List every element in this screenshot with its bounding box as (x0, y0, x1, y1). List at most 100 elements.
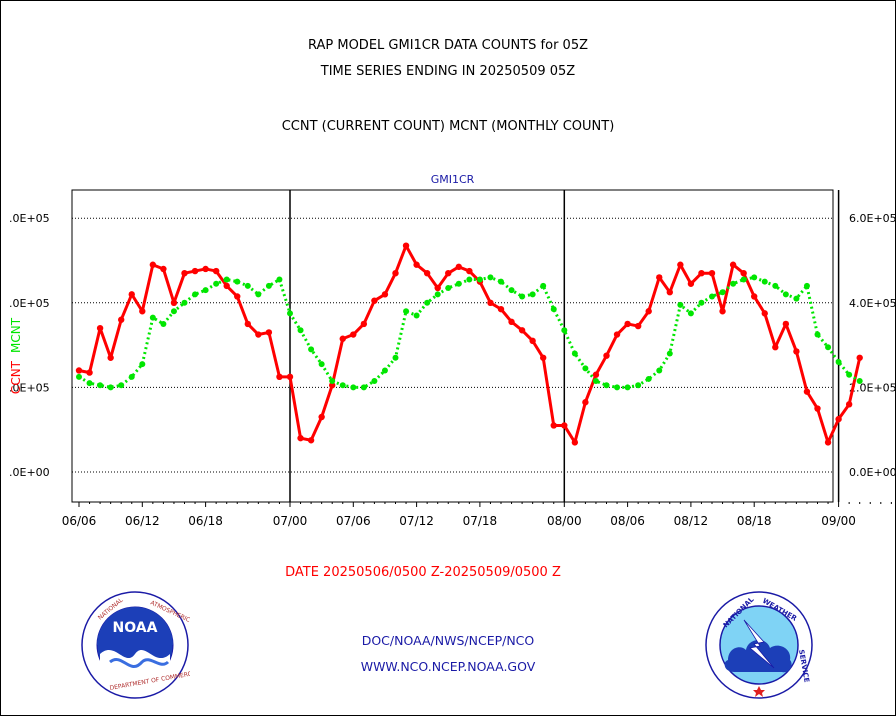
data-point-ccnt (107, 354, 114, 361)
data-point-mcnt (835, 359, 842, 366)
data-point-ccnt (624, 320, 631, 328)
data-point-mcnt (466, 276, 473, 283)
data-point-ccnt (350, 331, 357, 338)
data-point-ccnt (529, 337, 536, 345)
data-point-mcnt (856, 378, 863, 385)
data-point-mcnt (656, 367, 663, 374)
title-line-3: CCNT (CURRENT COUNT) MCNT (MONTHLY COUNT… (281, 119, 615, 134)
data-point-mcnt (666, 350, 673, 357)
data-point-ccnt (782, 320, 790, 328)
data-point-mcnt (455, 280, 462, 287)
x-tick-label: 09/00 (821, 514, 856, 528)
data-point-ccnt (497, 305, 505, 313)
data-point-ccnt (845, 401, 853, 408)
data-point-mcnt (244, 282, 251, 289)
data-point-mcnt (740, 276, 747, 283)
data-point-mcnt (223, 276, 230, 283)
data-point-ccnt (286, 373, 294, 381)
data-point-mcnt (181, 299, 188, 306)
data-point-ccnt (751, 293, 758, 300)
x-tick-label: 07/00 (273, 514, 308, 528)
data-point-ccnt (666, 289, 673, 296)
data-point-mcnt (709, 293, 715, 300)
data-point-mcnt (107, 384, 114, 391)
data-point-ccnt (191, 267, 199, 275)
data-point-mcnt (265, 282, 272, 289)
x-tick-label: 07/12 (399, 514, 434, 528)
data-point-ccnt (297, 434, 304, 442)
y-tick-label-right: 6.0E+05 (849, 212, 896, 225)
mcnt-axis-label: MCNT (9, 317, 23, 353)
data-point-mcnt (371, 378, 378, 385)
data-point-ccnt (540, 354, 547, 361)
data-point-ccnt (592, 371, 600, 378)
data-point-mcnt (687, 310, 694, 317)
data-point-ccnt (571, 439, 579, 446)
data-point-mcnt (550, 306, 557, 313)
x-tick-label: 07/18 (463, 514, 498, 528)
data-point-mcnt (719, 289, 726, 296)
data-point-mcnt (730, 280, 737, 287)
data-point-mcnt (751, 274, 758, 281)
data-point-ccnt (487, 299, 494, 306)
data-point-mcnt (139, 361, 146, 368)
x-tick-label: 06/12 (125, 514, 160, 528)
data-point-ccnt (613, 331, 621, 338)
x-tick-label: 06/06 (62, 514, 97, 528)
data-point-ccnt (212, 267, 220, 275)
data-point-mcnt (118, 382, 125, 389)
data-point-mcnt (592, 378, 599, 385)
data-point-ccnt (445, 269, 452, 277)
data-point-mcnt (202, 287, 209, 294)
y-tick-label-left: .0E+05 (9, 212, 50, 225)
data-point-mcnt (160, 320, 167, 327)
data-point-mcnt (318, 361, 325, 368)
data-point-ccnt (255, 331, 262, 338)
data-point-ccnt (265, 329, 273, 336)
data-point-ccnt (698, 269, 705, 277)
data-point-mcnt (614, 384, 621, 391)
y-tick-label-left: .0E+05 (9, 381, 50, 394)
data-point-mcnt (782, 291, 789, 298)
data-point-mcnt (308, 346, 315, 353)
data-point-mcnt (403, 308, 410, 315)
data-point-mcnt (803, 282, 810, 289)
data-point-mcnt (381, 367, 388, 374)
data-point-mcnt (603, 382, 610, 389)
national-weather-service-logo-icon: NATIONAL WEATHER SERVICE (705, 591, 813, 699)
data-point-ccnt (160, 265, 167, 273)
data-point-mcnt (86, 380, 93, 387)
data-point-ccnt (582, 399, 589, 406)
data-point-ccnt (139, 308, 146, 315)
x-tick-label: 08/06 (610, 514, 645, 528)
ccnt-axis-label: CCNT (9, 360, 23, 394)
data-point-ccnt (170, 299, 178, 306)
data-point-ccnt (561, 422, 568, 429)
data-point-mcnt (149, 314, 156, 321)
data-point-ccnt (392, 269, 399, 277)
x-tick-label: 06/18 (188, 514, 223, 528)
data-point-mcnt (97, 382, 104, 389)
data-point-ccnt (318, 413, 325, 421)
data-point-ccnt (729, 261, 737, 268)
y-tick-label-left: .0E+00 (9, 466, 50, 479)
data-point-ccnt (761, 310, 768, 317)
data-point-mcnt (582, 365, 589, 372)
y-tick-label-left: .0E+05 (9, 297, 50, 310)
data-point-ccnt (371, 297, 378, 304)
data-point-ccnt (814, 405, 821, 412)
data-point-ccnt (149, 261, 157, 268)
x-tick-label: 07/06 (336, 514, 371, 528)
data-point-ccnt (128, 291, 135, 298)
y-tick-label-right: 2.0E+05 (849, 381, 896, 394)
x-tick-label: 08/00 (547, 514, 582, 528)
data-point-ccnt (455, 263, 462, 271)
data-point-mcnt (519, 293, 526, 300)
data-point-ccnt (803, 388, 811, 395)
y-tick-label-right: 4.0E+05 (849, 297, 896, 310)
data-point-ccnt (687, 280, 695, 287)
data-point-mcnt (76, 373, 82, 380)
data-point-mcnt (276, 276, 283, 283)
data-point-ccnt (740, 269, 747, 277)
